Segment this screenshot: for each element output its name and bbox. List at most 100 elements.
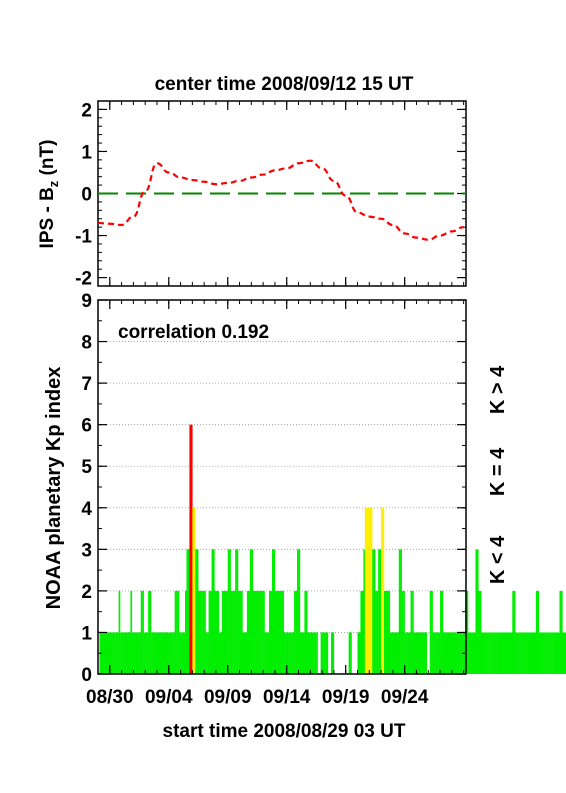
kp-bar: [417, 632, 420, 674]
kp-bar: [407, 632, 410, 674]
kp-bar: [447, 632, 450, 674]
kp-bar: [330, 632, 333, 674]
kp-bar: [448, 632, 451, 674]
kp-bar: [279, 590, 282, 674]
kp-bar: [437, 632, 439, 674]
kp-bar: [274, 590, 277, 674]
kp-bar: [277, 590, 280, 674]
kp-bar: [459, 632, 461, 674]
kp-bar: [323, 632, 326, 674]
ips-bz-ytick-label: 1: [81, 142, 92, 163]
kp-bar: [529, 632, 532, 674]
kp-ytick-label: 6: [81, 416, 92, 437]
kp-bar: [404, 632, 407, 674]
kp-bar: [457, 632, 460, 674]
kp-bar: [170, 632, 172, 674]
kp-bar: [226, 590, 228, 674]
kp-bar: [215, 590, 218, 674]
kp-bar: [443, 632, 445, 674]
kp-panel: correlation 0.192 NOAA planetary Kp inde…: [43, 291, 566, 708]
kp-bar: [372, 549, 374, 674]
kp-bar: [473, 632, 476, 674]
kp-bar: [481, 632, 484, 674]
kp-ytick-label: 5: [81, 457, 92, 478]
kp-bar: [130, 590, 133, 674]
kp-bar: [152, 632, 155, 674]
kp-bar: [186, 549, 189, 674]
kp-bar: [423, 632, 426, 674]
kp-bar: [531, 632, 534, 674]
kp-bar: [535, 590, 538, 674]
kp-bar: [376, 590, 379, 674]
kp-bar: [267, 632, 270, 674]
kp-bar: [507, 632, 510, 674]
kp-bar: [243, 632, 246, 674]
kp-bar: [370, 507, 373, 674]
kp-bar: [558, 632, 560, 674]
kp-bar: [413, 632, 416, 674]
kp-bar: [403, 590, 405, 674]
kp-bar: [494, 632, 497, 674]
kp-xtick-label: 09/14: [263, 687, 311, 708]
ips-bz-ytick-label: -1: [75, 227, 92, 248]
kp-bar: [476, 549, 479, 674]
kp-bar: [537, 590, 540, 674]
kp-bar: [367, 507, 370, 674]
kp-bar: [235, 549, 237, 674]
kp-bar: [313, 632, 315, 674]
kp-bar: [248, 590, 251, 674]
kp-bar: [204, 590, 206, 674]
kp-bar: [475, 549, 478, 674]
kp-bar: [246, 590, 249, 674]
kp-bar: [456, 632, 458, 674]
kp-bar: [273, 549, 276, 674]
kp-bar: [146, 632, 149, 674]
kp-bar: [233, 590, 236, 674]
kp-bar: [409, 632, 411, 674]
kp-bar: [117, 632, 119, 674]
kp-bar: [358, 632, 361, 674]
kp-bar: [434, 632, 436, 674]
kp-xtick-label: 09/09: [204, 687, 252, 708]
kp-bar: [158, 632, 161, 674]
kp-bar: [151, 632, 153, 674]
kp-bar: [384, 590, 386, 674]
kp-bar: [441, 590, 444, 674]
kp-bar: [484, 632, 486, 674]
kp-bar: [513, 590, 516, 674]
kp-bar: [270, 590, 273, 674]
kp-bar: [444, 632, 447, 674]
kp-bar: [167, 632, 169, 674]
kp-bar: [123, 632, 125, 674]
kp-bar: [373, 549, 376, 674]
kp-bar: [136, 632, 139, 674]
kp-bar: [148, 590, 150, 674]
kp-ytick-label: 3: [81, 540, 92, 561]
kp-bar: [490, 632, 492, 674]
kp-bar: [392, 632, 395, 674]
kp-bar: [276, 590, 279, 674]
kp-bar: [369, 507, 371, 674]
kp-bar: [378, 549, 380, 674]
ips-bz-ytick-label: 2: [81, 100, 92, 121]
kp-bar: [108, 632, 110, 674]
kp-ytick-label: 1: [81, 623, 92, 644]
kp-ytick-label: 0: [81, 665, 92, 686]
kp-bar: [546, 632, 548, 674]
kp-bar: [364, 507, 367, 674]
kp-bar: [301, 632, 304, 674]
kp-bar: [510, 632, 513, 674]
kp-bar: [366, 507, 369, 674]
kp-bar: [298, 549, 301, 674]
kp-bar: [515, 632, 517, 674]
kp-bar: [395, 632, 398, 674]
kp-bar: [207, 632, 209, 674]
kp-bar: [180, 632, 183, 674]
kp-bar: [499, 632, 501, 674]
kp-bar: [559, 590, 562, 674]
kp-bar: [199, 590, 202, 674]
kp-bar: [562, 632, 565, 674]
kp-bar: [410, 590, 413, 674]
kp-bar: [440, 590, 442, 674]
ips-bz-ytick-label: -2: [75, 269, 92, 290]
